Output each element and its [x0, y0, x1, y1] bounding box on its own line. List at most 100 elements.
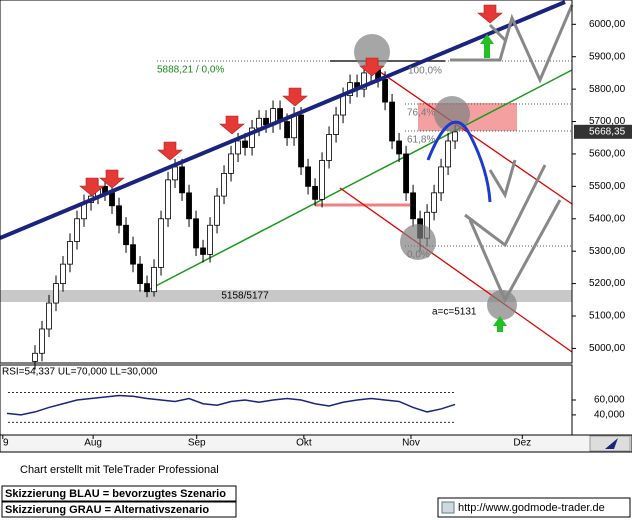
candle-body — [291, 114, 297, 139]
candle-body — [179, 166, 185, 194]
rsi-title: RSI=54,337 UL=70,000 LL=30,000 — [2, 367, 158, 378]
legend-text: Skizzierung BLAU = bevorzugtes Szenario — [5, 488, 226, 500]
y-tick-label: 5300,00 — [589, 246, 626, 257]
y-tick-label: 6000,00 — [589, 19, 626, 30]
scenario-gray — [450, 4, 574, 84]
candle-body — [32, 352, 38, 362]
y-tick-label: 5600,00 — [589, 149, 626, 160]
candle-body — [214, 195, 220, 226]
tool-icon — [605, 438, 618, 449]
y-tick-label: 5500,00 — [589, 181, 626, 192]
arrow-down — [477, 4, 503, 24]
tool-button[interactable] — [589, 435, 631, 452]
candle-body — [193, 218, 199, 249]
candle-body — [158, 218, 164, 268]
candle-body — [60, 263, 66, 284]
y-tick-label: 5400,00 — [589, 213, 626, 224]
support-zone — [0, 290, 572, 302]
candle-body — [151, 266, 157, 293]
candle-body — [312, 185, 318, 200]
arrow-down — [99, 169, 125, 189]
annotation: 5888,21 / 0,0% — [157, 65, 224, 76]
candle-body — [200, 247, 206, 255]
legend-box — [1, 501, 237, 518]
x-tick-label: Nov — [402, 438, 420, 449]
candle-body — [263, 117, 269, 126]
candle-body — [361, 72, 367, 90]
candle-body — [410, 192, 416, 220]
y-tick-label: 5200,00 — [589, 278, 626, 289]
candle-body — [116, 205, 122, 226]
arrow-down — [359, 57, 385, 77]
arrow-up — [480, 34, 494, 58]
y-tick-label: 5000,00 — [589, 343, 626, 354]
legend-box — [1, 485, 237, 502]
annotation: 5158/5177 — [221, 291, 269, 302]
annotation: 100,0% — [408, 66, 442, 77]
candle-body — [403, 153, 409, 194]
x-tick-label: Aug — [84, 438, 102, 449]
candle-body — [256, 117, 262, 129]
scenario-gray — [464, 164, 547, 248]
last-price-box — [574, 124, 632, 139]
candle-body — [445, 140, 451, 168]
candle-body — [242, 140, 248, 148]
overlay-layer — [0, 0, 574, 332]
url-icon — [441, 501, 455, 514]
candle-body — [319, 160, 325, 200]
scenario-blue — [426, 120, 492, 203]
trend-line — [147, 69, 573, 291]
up-arrows — [480, 34, 507, 332]
candle-body — [137, 263, 143, 284]
y-tick-label: 5800,00 — [589, 84, 626, 95]
marker-circle — [487, 290, 517, 320]
candle-body — [326, 134, 332, 161]
last-price-label: 5668,35 — [589, 126, 626, 137]
annotation: 76,4% — [407, 108, 435, 119]
candle-body — [249, 127, 255, 148]
legend-text: Skizzierung GRAU = Alternativszenario — [5, 504, 209, 516]
candle-body — [130, 244, 136, 265]
candle-body — [165, 179, 171, 220]
candle-body — [340, 95, 346, 116]
arrow-down — [282, 87, 308, 107]
candle-body — [431, 192, 437, 213]
annotation: 61,8% — [407, 135, 435, 146]
y-tick-label: 5100,00 — [589, 311, 626, 322]
candle-body — [109, 192, 115, 207]
y-tick-label: 5900,00 — [589, 51, 626, 62]
channel-line — [339, 187, 573, 353]
candle-body — [298, 114, 304, 168]
trend-line — [0, 0, 566, 240]
candle-body — [452, 131, 458, 142]
candle-body — [186, 192, 192, 220]
scenario-gray — [488, 23, 507, 42]
rsi-line — [6, 394, 456, 416]
candle-body — [144, 283, 150, 293]
url[interactable]: http://www.godmode-trader.de — [458, 502, 605, 514]
arrow-up — [493, 316, 507, 332]
arrow-down — [157, 141, 183, 161]
x-tick-label: Sep — [188, 438, 206, 449]
credit: Chart erstellt mit TeleTrader Profession… — [20, 464, 219, 476]
y-tick-label: 60,000 — [594, 395, 625, 406]
x-tick-label: 9 — [3, 438, 9, 449]
candle-body — [235, 140, 241, 155]
candle-body — [39, 328, 45, 354]
annotation: a=c=5131 — [432, 307, 477, 318]
candle-body — [396, 140, 402, 155]
candle-body — [221, 172, 227, 197]
scenario-gray — [488, 159, 517, 199]
candle-body — [228, 153, 234, 174]
arrow-down — [79, 177, 105, 197]
annotation: 0,0% — [407, 250, 430, 261]
candle-body — [284, 121, 290, 139]
main-frame — [0, 0, 573, 364]
candle-body — [382, 79, 388, 103]
candle-body — [207, 224, 213, 255]
arrow-down — [219, 115, 245, 135]
y-tick-label: 5700,00 — [589, 116, 626, 127]
marker-circle — [400, 224, 436, 260]
